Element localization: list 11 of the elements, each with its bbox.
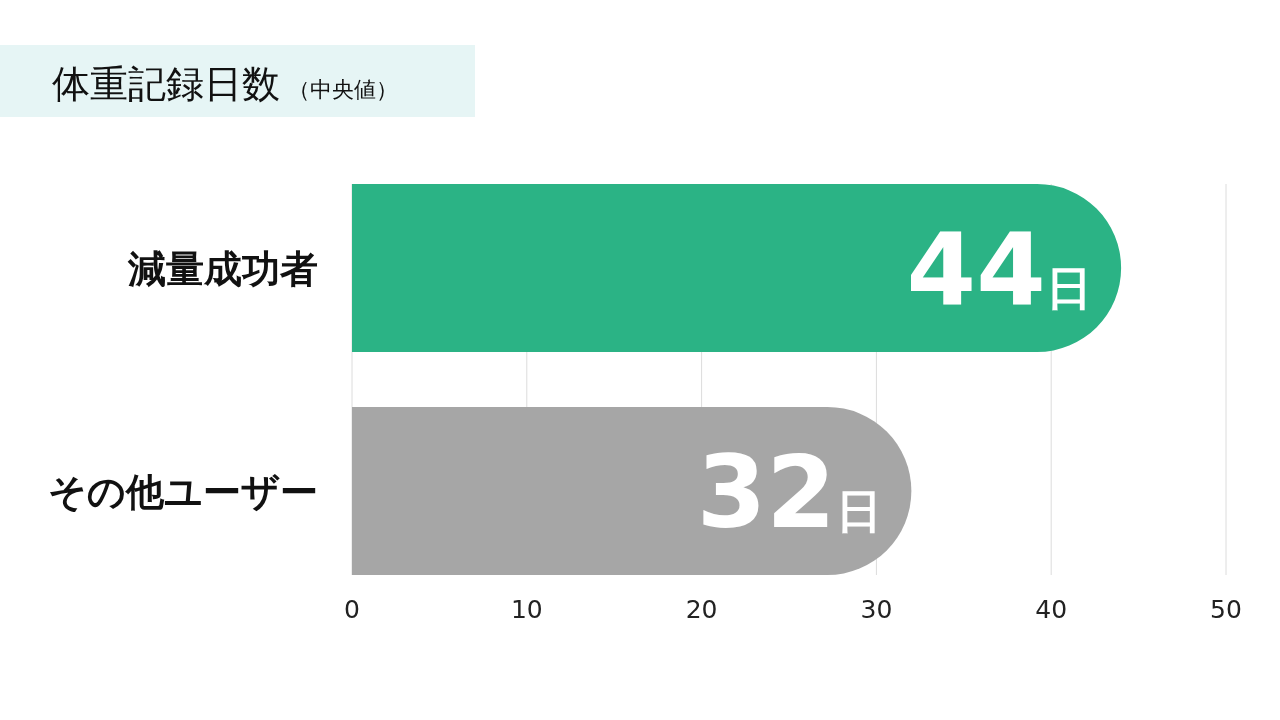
x-tick-label: 10: [510, 595, 543, 624]
x-tick-label: 40: [1035, 595, 1068, 624]
data-label: 44日: [906, 211, 1092, 328]
x-tick-label: 50: [1210, 595, 1242, 624]
title: 体重記録日数: [52, 62, 280, 106]
x-tick-label: 30: [860, 595, 893, 624]
subtitle: （中央値）: [288, 77, 398, 102]
x-tick-label: 20: [685, 595, 718, 624]
x-tick-label: 0: [344, 595, 360, 624]
y-tick-label: その他ユーザー: [48, 470, 318, 514]
y-tick-label: 減量成功者: [127, 247, 318, 291]
